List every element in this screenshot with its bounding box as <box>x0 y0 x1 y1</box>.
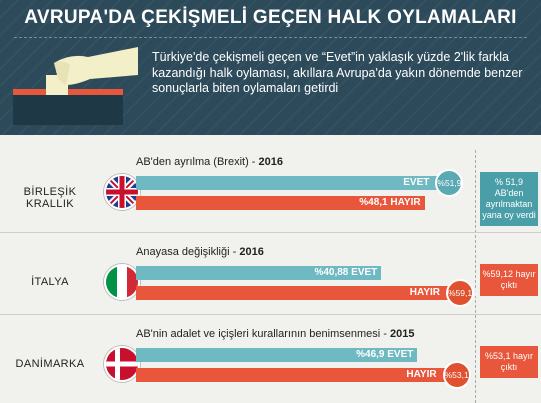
hayir-label: HAYIR <box>406 369 437 380</box>
header-banner: AVRUPA'DA ÇEKİŞMELİ GEÇEN HALK OYLAMALAR… <box>0 0 541 135</box>
hayir-bar: HAYIR <box>136 368 455 382</box>
referendum-title: Anayasa değişikliği - 2016 <box>136 246 264 258</box>
italy-flag-icon <box>104 264 140 300</box>
referendum-subject: Anayasa değişikliği - <box>136 246 240 258</box>
referendum-year: 2015 <box>390 328 415 340</box>
hayir-label: HAYIR <box>409 287 440 298</box>
hayir-percent-bubble: %53,1 <box>442 361 471 389</box>
page-title: AVRUPA'DA ÇEKİŞMELİ GEÇEN HALK OYLAMALAR… <box>24 7 517 28</box>
referendum-year: 2016 <box>239 246 264 258</box>
country-name: DANİMARKA <box>15 358 85 370</box>
title-divider <box>14 37 527 38</box>
referendum-year: 2016 <box>258 156 284 168</box>
ballot-box-icon <box>13 47 138 125</box>
hayir-percent-bubble: %59,12 <box>446 279 477 307</box>
country-name: BİRLEŞİK KRALLIK <box>23 186 77 210</box>
evet-percent-bubble: %51,9 <box>435 169 464 197</box>
evet-label: EVET <box>403 177 430 188</box>
section-divider <box>0 314 541 315</box>
referendum-title: AB'den ayrılma (Brexit) - 2016 <box>136 156 283 168</box>
intro-text: Türkiye'de çekişmeli geçen ve “Evet”in y… <box>152 50 523 95</box>
result-divider <box>475 150 476 403</box>
referendum-subject: AB'nin adalet ve içişleri kurallarının b… <box>136 328 390 340</box>
referendum-subject: AB'den ayrılma (Brexit) - <box>136 156 259 168</box>
result-box: %59,12 hayır çıktı <box>480 264 538 296</box>
uk-flag-icon <box>104 174 140 210</box>
denmark-flag-icon <box>104 346 140 382</box>
section-divider <box>0 232 541 233</box>
evet-label: %46,9 EVET <box>356 349 414 360</box>
hayir-bar: %48,1 HAYIR <box>136 196 425 210</box>
country-name: İTALYA <box>31 276 69 288</box>
evet-label: %40,88 EVET <box>314 267 378 278</box>
hayir-bar: HAYIR <box>136 286 458 300</box>
referendum-title: AB'nin adalet ve içişleri kurallarının b… <box>136 328 414 340</box>
evet-bar: %40,88 EVET <box>136 266 382 280</box>
evet-bar: %46,9 EVET <box>136 348 418 362</box>
hayir-label: %48,1 HAYIR <box>359 197 421 208</box>
evet-bar: EVET <box>136 176 448 190</box>
result-box: %53,1 hayır çıktı <box>480 346 538 378</box>
result-box: % 51,9 AB'den ayrılmaktan yana oy verdi <box>480 172 538 226</box>
